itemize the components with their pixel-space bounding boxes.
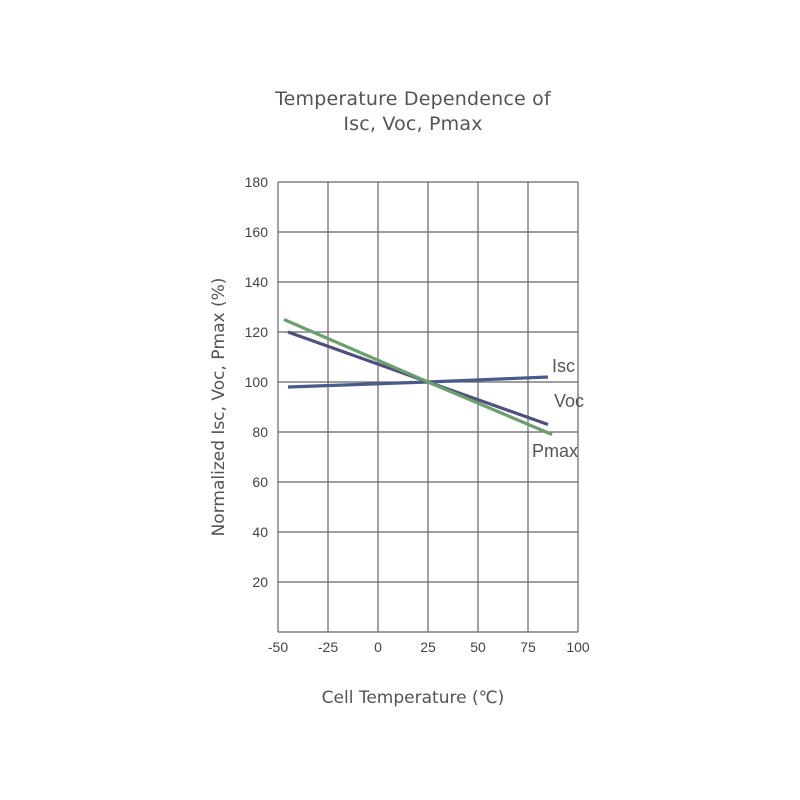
annotation-layer: Isc Voc Pmax [532, 356, 584, 461]
y-tick-label: 180 [245, 174, 269, 190]
series-label-pmax: Pmax [532, 441, 578, 461]
y-tick-label: 120 [245, 324, 269, 340]
x-tick-label: 100 [566, 639, 590, 655]
x-tick-label: -50 [268, 639, 288, 655]
y-tick-label: 60 [252, 474, 268, 490]
series-line-pmax [283, 318, 553, 436]
grid-layer [277, 181, 579, 633]
y-tick-label: 140 [245, 274, 269, 290]
tick-layer: -50 -25 0 25 50 75 100 20 40 60 80 100 120 140 160 180 [245, 174, 590, 655]
y-tick-label: 160 [245, 224, 269, 240]
x-tick-label: 50 [470, 639, 486, 655]
x-tick-label: 25 [420, 639, 436, 655]
series-label-voc: Voc [554, 391, 584, 411]
series-layer [283, 318, 553, 436]
y-tick-label: 20 [252, 574, 268, 590]
y-tick-label: 40 [252, 524, 268, 540]
chart-subtitle: Isc, Voc, Pmax [343, 113, 483, 135]
x-axis-label: Cell Temperature (℃) [321, 688, 505, 708]
series-label-isc: Isc [552, 356, 575, 376]
x-tick-label: 75 [520, 639, 536, 655]
y-tick-label: 80 [252, 424, 268, 440]
x-tick-label: -25 [318, 639, 338, 655]
x-tick-label: 0 [374, 639, 382, 655]
chart-title: Temperature Dependence of [275, 88, 551, 110]
y-tick-label: 100 [245, 374, 269, 390]
